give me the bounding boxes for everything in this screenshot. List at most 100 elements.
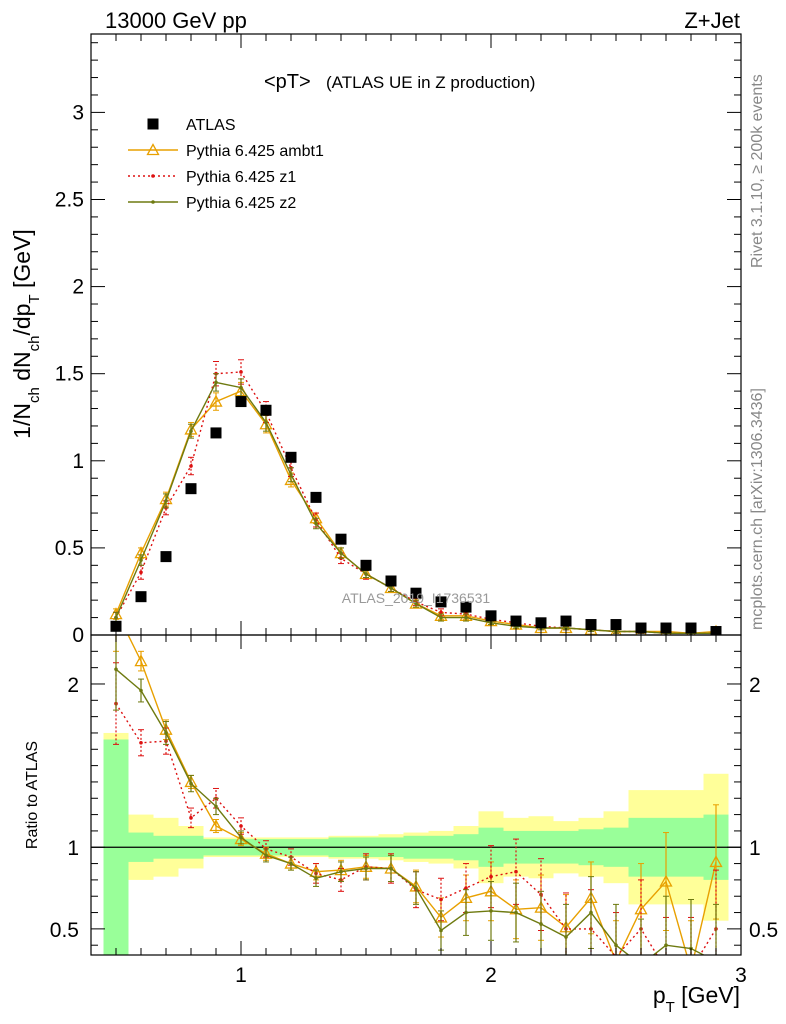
- ratio-data-point: [189, 816, 193, 820]
- main-data-point: [139, 558, 143, 562]
- x-tick-label: 1: [235, 964, 247, 987]
- rivet-label: Rivet 3.1.10, ≥ 200k events: [749, 74, 766, 268]
- main-data-point: [439, 615, 443, 620]
- main-y-tick-label: 0: [72, 624, 84, 647]
- main-atlas-point: [235, 396, 247, 408]
- main-data-point: [314, 521, 318, 526]
- ratio-panel: 1 2 30.5 0.51 12 2 Ratio to ATLAS: [24, 634, 778, 987]
- ratio-data-point: [289, 861, 293, 866]
- ratio-data-point: [686, 964, 697, 974]
- ratio-data-point: [214, 804, 218, 809]
- main-data-point: [414, 601, 418, 606]
- ratio-data-point: [489, 909, 493, 913]
- x-tick-label: 3: [735, 964, 747, 987]
- legend-label: Pythia 6.425 z2: [186, 195, 296, 212]
- ratio-data-point: [439, 928, 443, 933]
- ratio-data-point: [164, 731, 168, 735]
- ratio-data-point: [439, 897, 443, 902]
- ratio-data-point: [464, 910, 468, 915]
- main-data-point: [209, 394, 223, 407]
- legend-marker: [151, 200, 155, 204]
- ratio-data-point: [314, 876, 318, 881]
- ratio-data-point: [389, 866, 393, 871]
- ratio-axes: 1 2 30.5 0.51 12 2: [50, 634, 778, 987]
- main-y-tick-label: 2: [72, 276, 84, 299]
- main-data-point: [464, 615, 468, 620]
- ratio-data-point: [489, 874, 493, 879]
- legend-marker: [151, 174, 155, 178]
- ratio-y-axis-label: Ratio to ATLAS: [24, 741, 41, 849]
- main-atlas-point: [610, 619, 622, 631]
- ratio-data-point: [514, 910, 518, 915]
- ratio-plot-area: [91, 635, 741, 974]
- process-label: Z+Jet: [684, 8, 740, 33]
- main-atlas-point: [435, 596, 447, 608]
- ratio-y-tick-label: 0.5: [50, 919, 79, 942]
- x-tick-label: 2: [485, 964, 497, 987]
- ratio-data-point: [514, 869, 518, 874]
- main-data-point: [439, 610, 443, 615]
- ratio-y-tick-label-right: 1: [749, 837, 761, 860]
- plot-title: <pT>: [264, 71, 311, 93]
- main-atlas-point: [585, 619, 597, 631]
- legend: ATLAS Pythia 6.425 ambt1 Pythia 6.425 z1 Py…: [128, 117, 324, 212]
- main-data-point: [164, 499, 168, 503]
- ratio-data-point: [639, 963, 643, 967]
- legend-marker: [146, 143, 160, 156]
- main-y-tick-label: 2.5: [55, 188, 84, 211]
- ratio-data-point: [539, 922, 543, 926]
- ratio-data-point: [589, 910, 593, 915]
- ratio-data-point: [615, 954, 617, 955]
- ratio-data-point: [239, 835, 243, 840]
- ratio-data-point: [189, 781, 193, 786]
- main-atlas-point: [160, 551, 172, 563]
- main-atlas-point: [385, 575, 397, 587]
- ratio-data-point: [339, 869, 343, 874]
- ratio-data-point: [614, 943, 618, 948]
- ratio-series-line: [127, 635, 717, 955]
- ratio-data-point: [709, 855, 723, 868]
- mcplots-label: mcplots.cern.ch [arXiv:1306.3436]: [749, 388, 766, 630]
- legend-entry: Pythia 6.425 ambt1: [128, 143, 324, 160]
- legend-entry: Pythia 6.425 z1: [128, 169, 296, 186]
- ratio-data-point: [714, 960, 718, 964]
- main-atlas-point: [560, 615, 572, 627]
- main-data-point: [339, 551, 343, 555]
- main-data-point: [389, 586, 393, 590]
- main-atlas-point: [260, 404, 272, 416]
- ratio-y-tick-label: 2: [67, 674, 79, 697]
- main-data-point: [289, 472, 293, 477]
- main-data-point: [364, 572, 368, 576]
- main-data-point: [139, 570, 143, 575]
- main-panel: ATLAS_2019_I1736531 <pT> (ATLAS UE in Z …: [9, 33, 742, 647]
- legend-label: Pythia 6.425 z1: [186, 169, 296, 186]
- ratio-data-point: [564, 935, 568, 939]
- main-atlas-point: [485, 610, 497, 622]
- main-data-point: [409, 596, 423, 609]
- energy-label: 13000 GeV pp: [105, 8, 247, 33]
- ratio-data-point: [209, 819, 223, 832]
- ratio-data-point: [414, 886, 418, 890]
- main-y-tick-label: 1.5: [55, 363, 84, 386]
- analysis-watermark: ATLAS_2019_I1736531: [342, 590, 491, 606]
- main-y-tick-label: 1: [72, 450, 84, 473]
- legend-label: ATLAS: [186, 117, 236, 134]
- main-atlas-point: [535, 617, 547, 629]
- main-atlas-point: [460, 601, 472, 613]
- main-atlas-point: [310, 491, 322, 503]
- main-atlas-point: [285, 451, 297, 463]
- main-atlas-point: [360, 559, 372, 571]
- ratio-data-point: [464, 886, 468, 890]
- ratio-data-point: [139, 740, 143, 745]
- legend-marker: [147, 118, 159, 130]
- main-atlas-point: [410, 587, 422, 599]
- ratio-data-point: [664, 968, 668, 972]
- ratio-y-tick-label: 1: [67, 837, 79, 860]
- main-data-point: [214, 380, 218, 385]
- ratio-y-tick-label-right: 2: [749, 674, 761, 697]
- main-atlas-point: [135, 591, 147, 603]
- ratio-data-point: [134, 654, 148, 667]
- legend-label: Pythia 6.425 ambt1: [186, 143, 324, 160]
- main-atlas-point: [210, 427, 222, 439]
